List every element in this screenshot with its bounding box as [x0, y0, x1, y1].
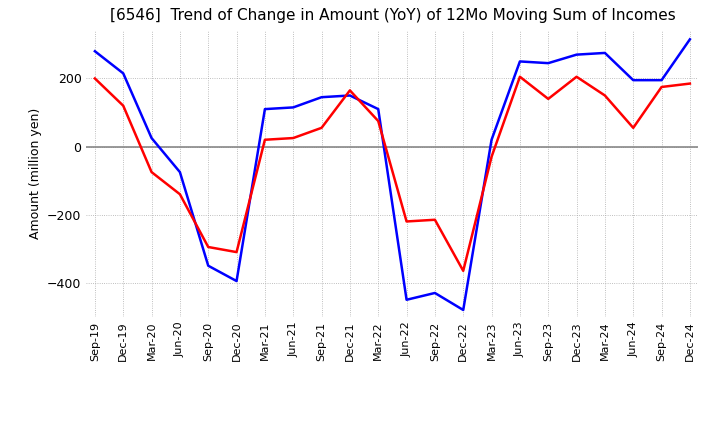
Ordinary Income — [346, 93, 354, 98]
Legend: Ordinary Income, Net Income: Ordinary Income, Net Income — [248, 436, 536, 440]
Ordinary Income — [516, 59, 524, 64]
Line: Net Income: Net Income — [95, 77, 690, 271]
Ordinary Income — [148, 136, 156, 141]
Net Income — [487, 154, 496, 159]
Y-axis label: Amount (million yen): Amount (million yen) — [29, 108, 42, 239]
Ordinary Income — [176, 169, 184, 175]
Ordinary Income — [629, 77, 637, 83]
Ordinary Income — [657, 77, 666, 83]
Net Income — [600, 93, 609, 98]
Net Income — [261, 137, 269, 143]
Net Income — [119, 103, 127, 108]
Net Income — [431, 217, 439, 222]
Ordinary Income — [431, 290, 439, 296]
Ordinary Income — [402, 297, 411, 302]
Net Income — [346, 88, 354, 93]
Title: [6546]  Trend of Change in Amount (YoY) of 12Mo Moving Sum of Incomes: [6546] Trend of Change in Amount (YoY) o… — [109, 7, 675, 23]
Net Income — [629, 125, 637, 131]
Ordinary Income — [318, 95, 326, 100]
Ordinary Income — [685, 37, 694, 42]
Net Income — [516, 74, 524, 79]
Ordinary Income — [91, 48, 99, 54]
Ordinary Income — [233, 279, 241, 284]
Net Income — [204, 244, 212, 249]
Net Income — [657, 84, 666, 90]
Net Income — [544, 96, 552, 102]
Net Income — [318, 125, 326, 131]
Net Income — [289, 136, 297, 141]
Ordinary Income — [119, 71, 127, 76]
Net Income — [148, 169, 156, 175]
Ordinary Income — [374, 106, 382, 112]
Net Income — [374, 118, 382, 124]
Ordinary Income — [289, 105, 297, 110]
Net Income — [572, 74, 581, 79]
Ordinary Income — [544, 61, 552, 66]
Net Income — [233, 249, 241, 255]
Ordinary Income — [204, 263, 212, 268]
Net Income — [402, 219, 411, 224]
Ordinary Income — [600, 50, 609, 55]
Net Income — [685, 81, 694, 86]
Ordinary Income — [487, 137, 496, 143]
Net Income — [176, 191, 184, 197]
Ordinary Income — [572, 52, 581, 57]
Net Income — [91, 76, 99, 81]
Line: Ordinary Income: Ordinary Income — [95, 39, 690, 310]
Net Income — [459, 268, 467, 274]
Ordinary Income — [261, 106, 269, 112]
Ordinary Income — [459, 308, 467, 313]
